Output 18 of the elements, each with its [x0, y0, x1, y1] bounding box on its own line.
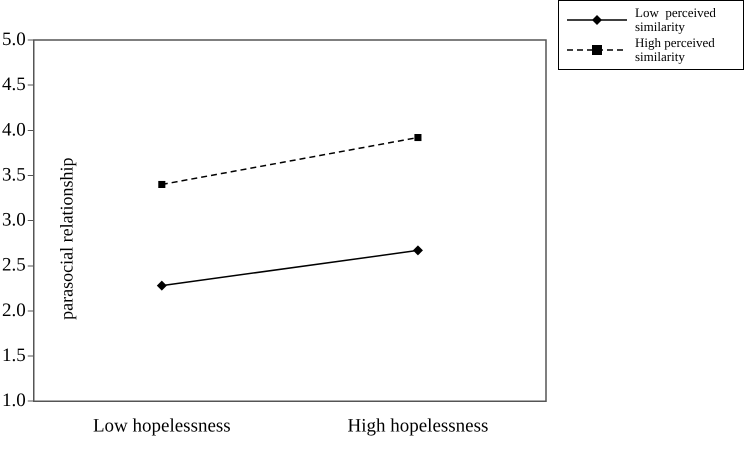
y-tick-label: 5.0 [2, 28, 26, 50]
y-tick-label: 4.0 [2, 119, 26, 140]
point [412, 245, 423, 256]
y-tick-label: 1.5 [2, 345, 26, 366]
y-axis-title: parasocial relationship [56, 157, 76, 320]
legend-label: Low perceived similarity [635, 5, 717, 34]
y-tick-label: 2.0 [2, 300, 26, 321]
point [414, 134, 422, 142]
y-tick-label: 1.0 [2, 390, 26, 412]
legend-label: High perceived similarity [635, 35, 716, 64]
y-tick-label: 3.0 [2, 210, 26, 231]
x-tick-label: High hopelessness [347, 416, 488, 437]
x-tick-label: Low hopelessness [92, 416, 231, 437]
y-tick-label: 4.5 [2, 74, 26, 96]
point [158, 180, 166, 188]
y-tick-label: 3.5 [2, 164, 26, 186]
y-tick-label: 2.5 [2, 254, 26, 276]
point [156, 280, 167, 291]
